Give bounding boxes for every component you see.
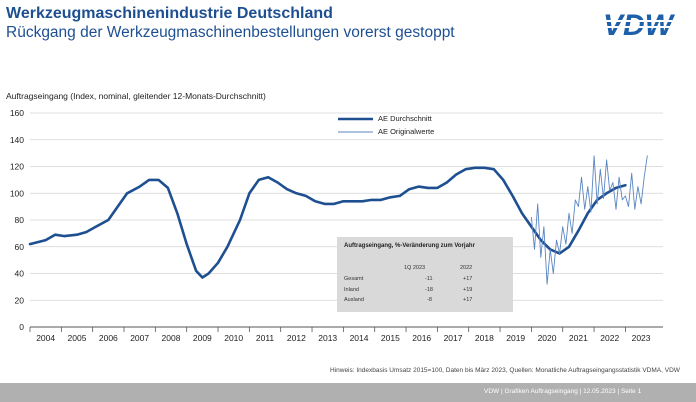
x-tick-label: 2021: [569, 333, 588, 343]
series-line-original: [530, 155, 648, 285]
y-tick-label: 120: [10, 162, 24, 172]
x-tick-label: 2009: [193, 333, 212, 343]
stats-cell: -8: [427, 297, 432, 303]
stats-cell: -18: [425, 287, 433, 293]
stats-cell: +19: [463, 287, 473, 293]
y-tick-label: 100: [10, 188, 24, 198]
x-tick-label: 2006: [99, 333, 118, 343]
x-tick-label: 2012: [287, 333, 306, 343]
x-tick-label: 2017: [444, 333, 463, 343]
y-tick-label: 0: [19, 322, 24, 332]
vdw-logo: VDW: [592, 9, 684, 42]
stats-table: [337, 237, 513, 312]
x-tick-label: 2013: [318, 333, 337, 343]
vdw-logo-text: VDW: [603, 9, 676, 42]
x-tick-label: 2007: [130, 333, 149, 343]
stats-cell: +17: [463, 276, 473, 282]
series-line-average: [28, 166, 627, 279]
x-tick-label: 2016: [412, 333, 431, 343]
stats-row-label: Ausland: [344, 297, 364, 303]
x-tick-label: 2008: [162, 333, 181, 343]
x-tick-label: 2005: [68, 333, 87, 343]
stats-col-header: 2022: [460, 265, 473, 271]
y-tick-label: 20: [15, 295, 25, 305]
page-subtitle: Rückgang der Werkzeugmaschinenbestellung…: [6, 24, 455, 41]
legend-label: AE Durchschnitt: [378, 114, 432, 123]
y-tick-label: 80: [15, 215, 25, 225]
stats-row-label: Gesamt: [344, 276, 364, 282]
x-tick-label: 2018: [475, 333, 494, 343]
x-tick-label: 2010: [224, 333, 243, 343]
stats-row-label: Inland: [344, 287, 359, 293]
page-title: Werkzeugmaschinenindustrie Deutschland: [6, 5, 333, 22]
footer-bar: [0, 383, 696, 402]
x-tick-label: 2015: [381, 333, 400, 343]
stats-table-title: Auftragseingang, %-Veränderung zum Vorja…: [344, 243, 475, 249]
y-tick-label: 60: [15, 242, 25, 252]
x-tick-label: 2014: [350, 333, 369, 343]
legend-label: AE Originalwerte: [378, 127, 435, 136]
y-tick-label: 160: [10, 108, 24, 118]
source-footnote: Hinweis: Indexbasis Umsatz 2015=100, Dat…: [330, 367, 680, 374]
footer-text: VDW | Grafiken Auftragseingang | 12.05.2…: [484, 388, 642, 395]
x-tick-label: 2019: [506, 333, 525, 343]
stats-cell: +17: [463, 297, 473, 303]
x-tick-label: 2004: [36, 333, 55, 343]
stats-cell: -11: [425, 276, 433, 282]
y-tick-label: 140: [10, 135, 24, 145]
stats-col-header: 1Q 2023: [404, 265, 426, 271]
y-axis-label: Auftragseingang (Index, nominal, gleiten…: [6, 91, 266, 101]
x-tick-label: 2020: [538, 333, 557, 343]
x-tick-label: 2011: [256, 333, 275, 343]
x-tick-label: 2023: [632, 333, 651, 343]
y-tick-label: 40: [15, 269, 25, 279]
x-tick-label: 2022: [600, 333, 619, 343]
